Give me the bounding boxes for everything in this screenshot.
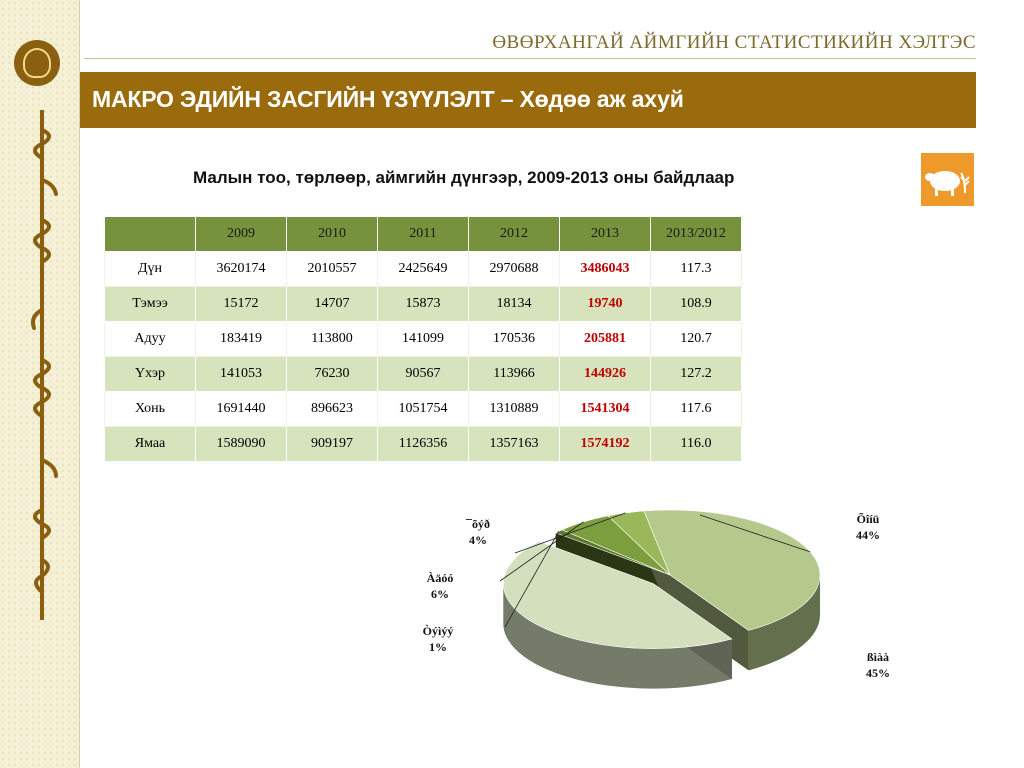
pie-slice-label: ¯õýð [465, 517, 490, 531]
table-cell: 1541304 [559, 391, 651, 427]
column-header: 2013 [559, 216, 651, 252]
pie-slice-label: Àäóó [427, 571, 454, 585]
table-cell: 1357163 [468, 426, 560, 462]
title-banner: МАКРО ЭДИЙН ЗАСГИЙН ҮЗҮҮЛЭЛТ – Хөдөө аж … [80, 72, 976, 128]
mongolian-script-ornament [31, 110, 58, 620]
table-cell: 116.0 [650, 426, 742, 462]
row-label: Ямаа [104, 426, 196, 462]
table-cell: 113800 [286, 321, 378, 357]
table-cell: 205881 [559, 321, 651, 357]
table-cell: 896623 [286, 391, 378, 427]
pie-slice-label: Òýìýý [423, 624, 454, 638]
table-cell: 1589090 [195, 426, 287, 462]
table-cell: 90567 [377, 356, 469, 392]
organization-name: ӨВӨРХАНГАЙ АЙМГИЙН СТАТИСТИКИЙН ХЭЛТЭС [492, 32, 976, 53]
table-cell: 76230 [286, 356, 378, 392]
table-cell: 1574192 [559, 426, 651, 462]
sheep-icon [921, 153, 974, 206]
table-cell: 15172 [195, 286, 287, 322]
pie-leader-line [499, 521, 584, 582]
table-row: Үхэр 141053 76230 90567 113966 144926 12… [104, 356, 742, 392]
table-title: Малын тоо, төрлөөр, аймгийн дүнгээр, 200… [193, 168, 735, 187]
pie-slice-label: Õîíü [857, 512, 880, 526]
pie-leader-line [699, 514, 811, 553]
table-header-row: 2009 2010 2011 2012 2013 2013/2012 [104, 216, 742, 252]
table-cell: 1310889 [468, 391, 560, 427]
livestock-pie-chart: Õîíü 44% ßìàà 45% Òýìýý 1% Àäóó 6% ¯õýð 4% [423, 509, 890, 689]
table-cell: 15873 [377, 286, 469, 322]
table-cell: 18134 [468, 286, 560, 322]
table-cell: 1691440 [195, 391, 287, 427]
table-cell: 909197 [286, 426, 378, 462]
column-header [104, 216, 196, 252]
column-header: 2013/2012 [650, 216, 742, 252]
livestock-table: 2009 2010 2011 2012 2013 2013/2012 Дүн 3… [104, 216, 742, 462]
pie-slice-percent: 4% [469, 533, 487, 547]
pie-slice-side [748, 575, 820, 671]
row-label: Үхэр [104, 356, 196, 392]
table-cell: 1051754 [377, 391, 469, 427]
table-row: Адуу 183419 113800 141099 170536 205881 … [104, 321, 742, 357]
table-cell: 14707 [286, 286, 378, 322]
page-title: МАКРО ЭДИЙН ЗАСГИЙН ҮЗҮҮЛЭЛТ – Хөдөө аж … [92, 86, 684, 112]
pie-slice-percent: 6% [431, 587, 449, 601]
row-label: Адуу [104, 321, 196, 357]
column-header: 2009 [195, 216, 287, 252]
table-cell: 183419 [195, 321, 287, 357]
table-cell: 170536 [468, 321, 560, 357]
table-cell: 117.6 [650, 391, 742, 427]
row-label: Хонь [104, 391, 196, 427]
table-cell: 141099 [377, 321, 469, 357]
table-row: Дүн 3620174 2010557 2425649 2970688 3486… [104, 251, 742, 287]
table-cell: 144926 [559, 356, 651, 392]
table-cell: 19740 [559, 286, 651, 322]
header-divider [84, 58, 976, 59]
table-cell: 120.7 [650, 321, 742, 357]
pie-leader-line [504, 531, 560, 628]
pie-leader-line [514, 512, 626, 554]
pie-slice-percent: 44% [856, 528, 880, 542]
pie-slice [503, 541, 733, 649]
pie-slice-percent: 45% [866, 666, 890, 680]
table-cell: 108.9 [650, 286, 742, 322]
table-row: Тэмээ 15172 14707 15873 18134 19740 108.… [104, 286, 742, 322]
statistics-emblem-icon [14, 40, 60, 86]
row-label: Тэмээ [104, 286, 196, 322]
table-cell: 3486043 [559, 251, 651, 287]
table-cell: 1126356 [377, 426, 469, 462]
pie-slice-label: ßìàà [867, 650, 889, 664]
table-cell: 127.2 [650, 356, 742, 392]
table-cell: 2970688 [468, 251, 560, 287]
table-cell: 2010557 [286, 251, 378, 287]
table-cell: 113966 [468, 356, 560, 392]
table-cell: 141053 [195, 356, 287, 392]
row-label: Дүн [104, 251, 196, 287]
column-header: 2010 [286, 216, 378, 252]
table-cell: 3620174 [195, 251, 287, 287]
table-cell: 117.3 [650, 251, 742, 287]
column-header: 2011 [377, 216, 469, 252]
pie-slice-percent: 1% [429, 640, 447, 654]
emblem-mark [23, 48, 51, 78]
column-header: 2012 [468, 216, 560, 252]
table-cell: 2425649 [377, 251, 469, 287]
sidebar-divider [79, 0, 80, 768]
table-row: Ямаа 1589090 909197 1126356 1357163 1574… [104, 426, 742, 462]
table-row: Хонь 1691440 896623 1051754 1310889 1541… [104, 391, 742, 427]
pie-slice-side [503, 583, 732, 689]
